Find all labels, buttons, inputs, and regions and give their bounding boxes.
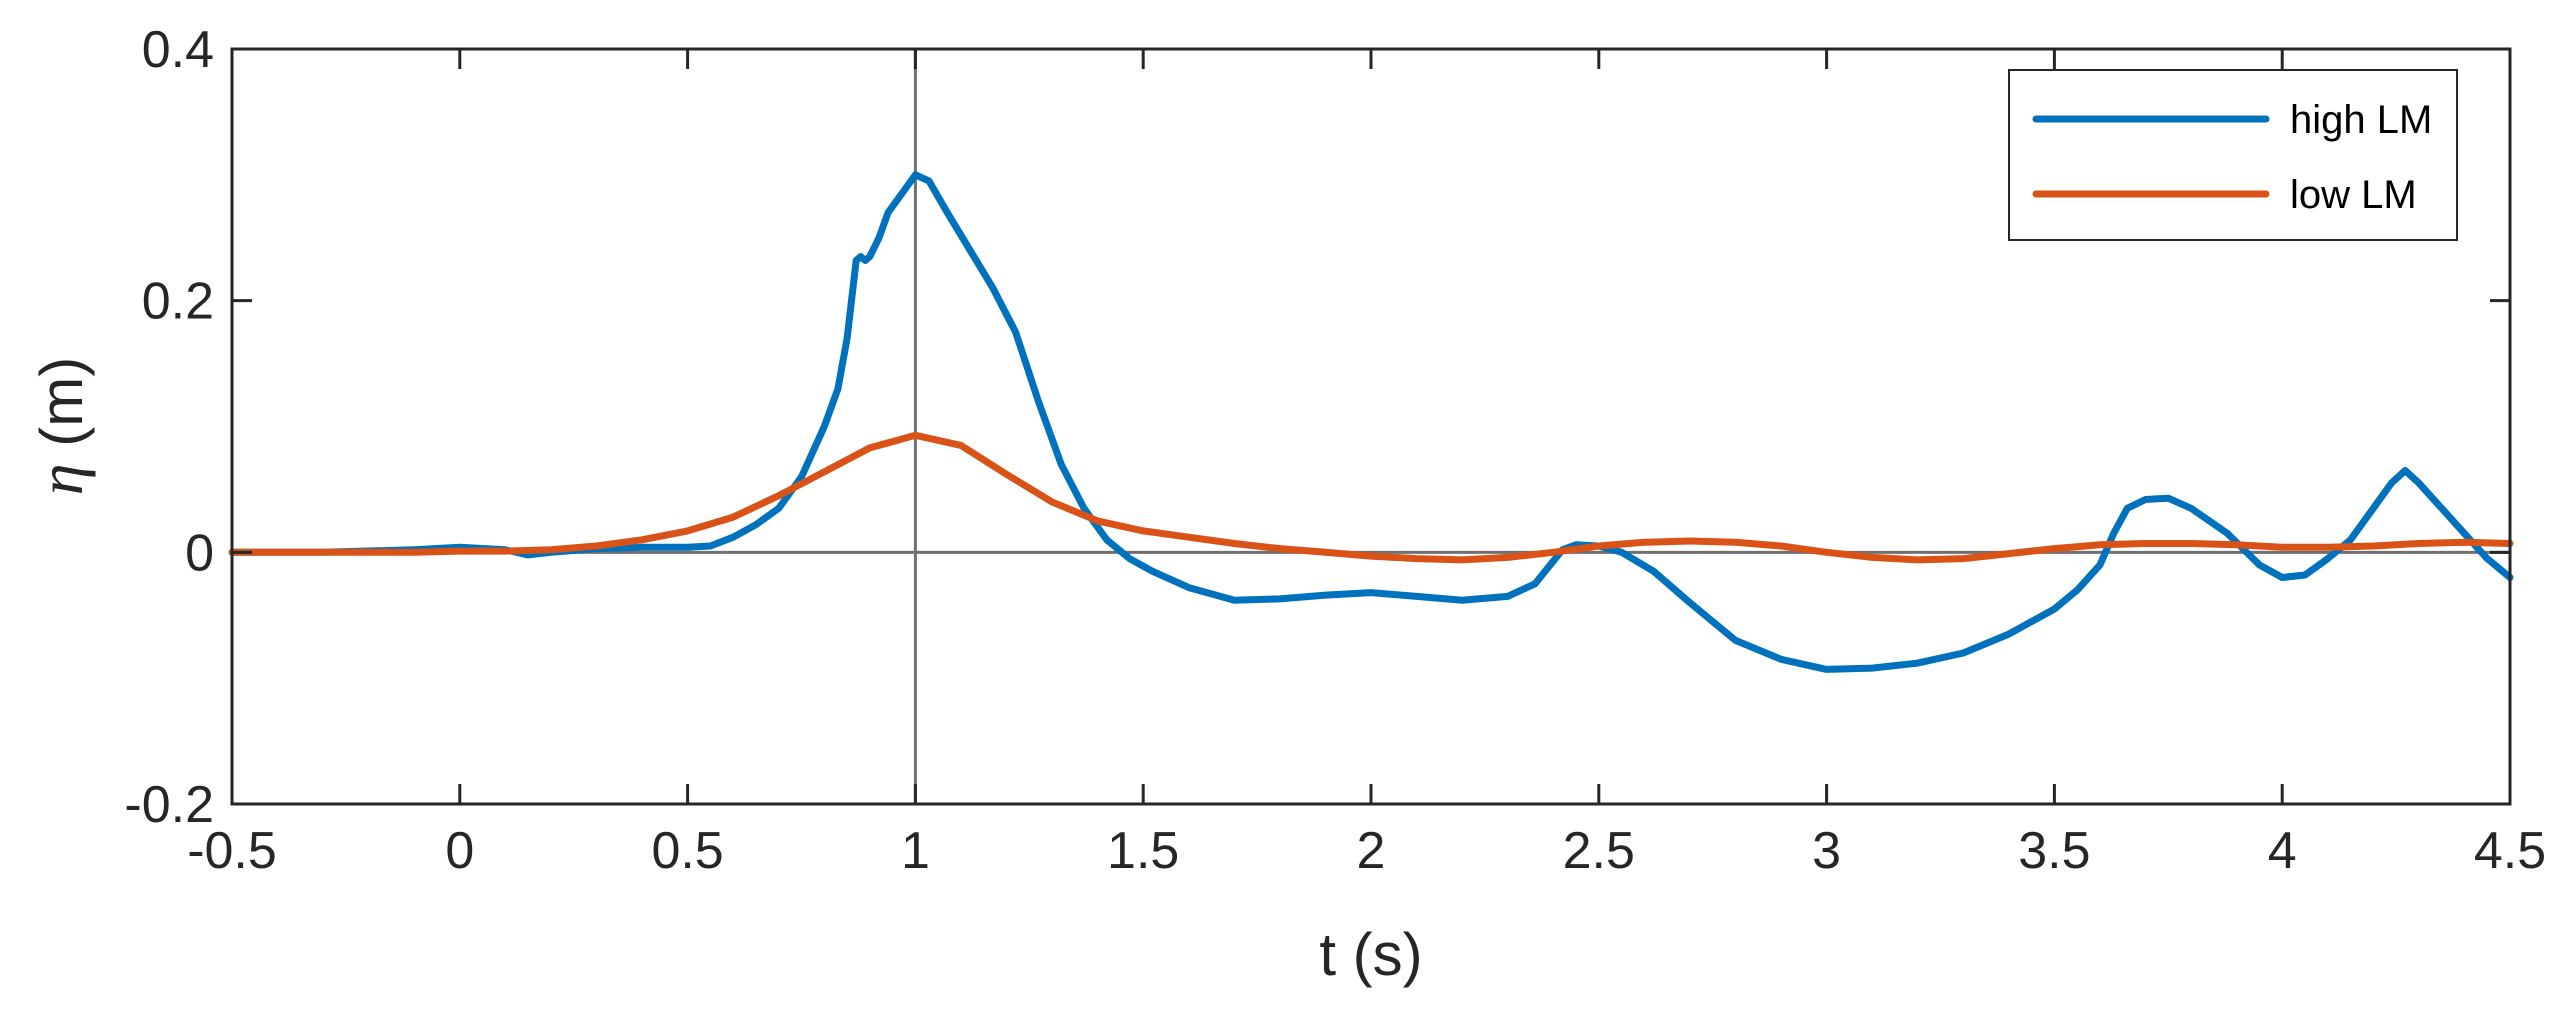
y-axis: -0.2 0 0.2 0.4	[124, 21, 2510, 834]
x-tick-label: 3	[1812, 822, 1841, 880]
x-tick-label: 0	[445, 822, 474, 880]
y-axis-label-symbol: η	[25, 463, 96, 495]
x-tick-label: 2	[1357, 822, 1386, 880]
legend-label-low-lm: low LM	[2290, 173, 2417, 217]
x-axis: -0.5 0 0.5 1 1.5 2 2.5 3 3.5 4 4.5	[187, 49, 2546, 880]
x-tick-label: 0.5	[651, 822, 723, 880]
x-tick-label: 4.5	[2474, 822, 2546, 880]
x-axis-label: t (s)	[1319, 921, 1422, 988]
x-tick-label: 3.5	[2018, 822, 2090, 880]
y-axis-label: η (m)	[25, 357, 96, 495]
x-tick-label: 4	[2268, 822, 2297, 880]
y-tick-label: -0.2	[124, 776, 214, 834]
x-tick-label: -0.5	[187, 822, 277, 880]
legend: high LM low LM	[2008, 69, 2458, 241]
legend-box	[2008, 69, 2458, 241]
legend-label-high-lm: high LM	[2290, 98, 2432, 142]
y-tick-label: 0	[185, 524, 214, 582]
y-tick-label: 0.2	[142, 273, 214, 331]
x-tick-label: 1	[901, 822, 930, 880]
y-axis-label-unit: (m)	[28, 357, 95, 464]
series-line-low-lm	[228, 431, 2514, 564]
y-tick-label: 0.4	[142, 21, 214, 79]
x-tick-label: 1.5	[1107, 822, 1179, 880]
x-tick-label: 2.5	[1563, 822, 1635, 880]
series-layer	[228, 171, 2514, 673]
